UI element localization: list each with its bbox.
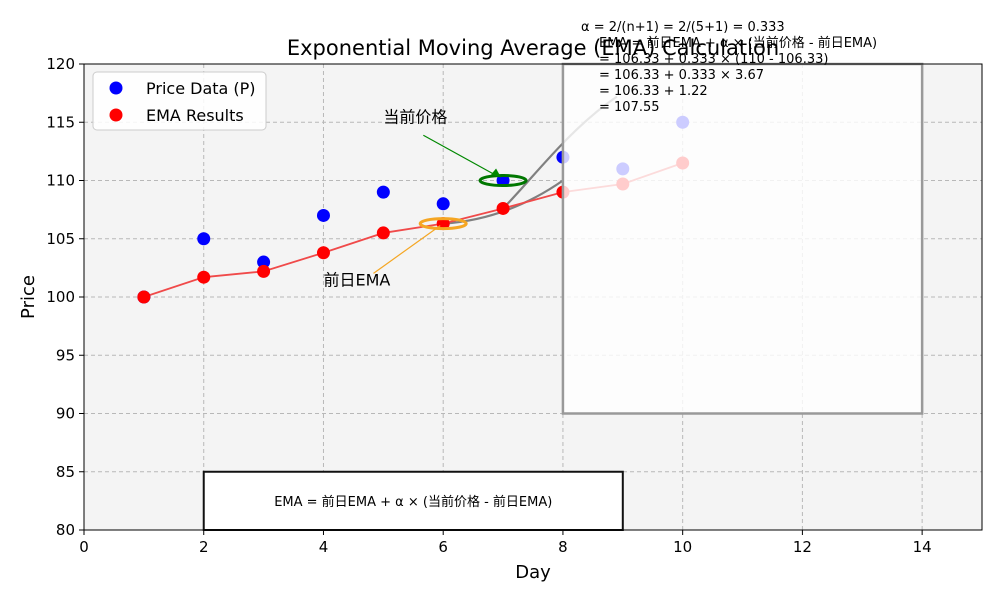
calc-line: α = 2/(n+1) = 2/(5+1) = 0.333 bbox=[581, 20, 785, 35]
previous-ema-highlight bbox=[418, 217, 468, 231]
current-price-label: 当前价格 bbox=[383, 107, 447, 126]
price-point bbox=[496, 174, 510, 187]
ema-point bbox=[316, 246, 330, 260]
x-tick-label: 8 bbox=[558, 538, 568, 556]
chart-title: Exponential Moving Average (EMA) Calcula… bbox=[287, 36, 779, 60]
x-tick-label: 10 bbox=[673, 538, 692, 556]
previous-ema-arrow bbox=[373, 225, 441, 274]
price-point bbox=[197, 232, 211, 246]
y-tick-label: 105 bbox=[46, 230, 75, 248]
y-tick-label: 95 bbox=[56, 346, 75, 364]
x-tick-label: 6 bbox=[438, 538, 448, 556]
price-point bbox=[376, 185, 390, 199]
x-tick-label: 0 bbox=[79, 538, 89, 556]
formula-text: EMA = 前日EMA + α × (当前价格 - 前日EMA) bbox=[274, 494, 552, 510]
y-tick-label: 115 bbox=[46, 113, 75, 131]
y-tick-label: 120 bbox=[46, 55, 75, 73]
current-price-arrowhead bbox=[491, 168, 502, 178]
calc-line: = 107.55 bbox=[599, 100, 660, 115]
ema-point bbox=[496, 201, 510, 215]
calc-line: = 106.33 + 0.333 × (110 - 106.33) bbox=[599, 52, 828, 67]
x-tick-label: 4 bbox=[319, 538, 329, 556]
legend-marker bbox=[109, 81, 123, 95]
x-tick-label: 2 bbox=[199, 538, 209, 556]
ema-point bbox=[197, 270, 211, 284]
ema-point bbox=[137, 290, 151, 304]
x-axis-title: Day bbox=[515, 562, 551, 583]
price-point bbox=[316, 208, 330, 222]
ema-point bbox=[436, 217, 450, 231]
ema-point bbox=[257, 264, 271, 278]
legend-marker bbox=[109, 108, 123, 122]
y-tick-label: 100 bbox=[46, 288, 75, 306]
previous-ema-label: 前日EMA bbox=[323, 270, 390, 289]
y-tick-label: 80 bbox=[56, 521, 75, 539]
y-tick-label: 110 bbox=[46, 172, 75, 190]
price-point bbox=[436, 197, 450, 211]
x-tick-label: 14 bbox=[913, 538, 932, 556]
calc-line: = 106.33 + 1.22 bbox=[599, 84, 708, 99]
current-price-arrow bbox=[423, 134, 499, 178]
plot-frame bbox=[83, 63, 983, 531]
legend: Price Data (P) EMA Results bbox=[92, 71, 267, 131]
ema-point bbox=[376, 226, 390, 240]
legend-entry: Price Data (P) bbox=[146, 79, 256, 98]
legend-frame bbox=[92, 71, 267, 131]
calc-box-frame bbox=[561, 62, 924, 415]
legend-entry: EMA Results bbox=[146, 106, 244, 125]
calc-line: EMA = 前日EMA + α × (当前价格 - 前日EMA) bbox=[599, 35, 877, 51]
current-price-highlight bbox=[478, 174, 528, 187]
formula-box-frame bbox=[202, 470, 624, 531]
y-tick-label: 85 bbox=[56, 463, 75, 481]
formula-box: EMA = 前日EMA + α × (当前价格 - 前日EMA) bbox=[202, 470, 624, 531]
calc-line: = 106.33 + 0.333 × 3.67 bbox=[599, 68, 764, 83]
price-point bbox=[257, 255, 271, 269]
y-axis-title: Price bbox=[18, 275, 39, 319]
x-tick-label: 12 bbox=[793, 538, 812, 556]
y-tick-label: 90 bbox=[56, 405, 75, 423]
